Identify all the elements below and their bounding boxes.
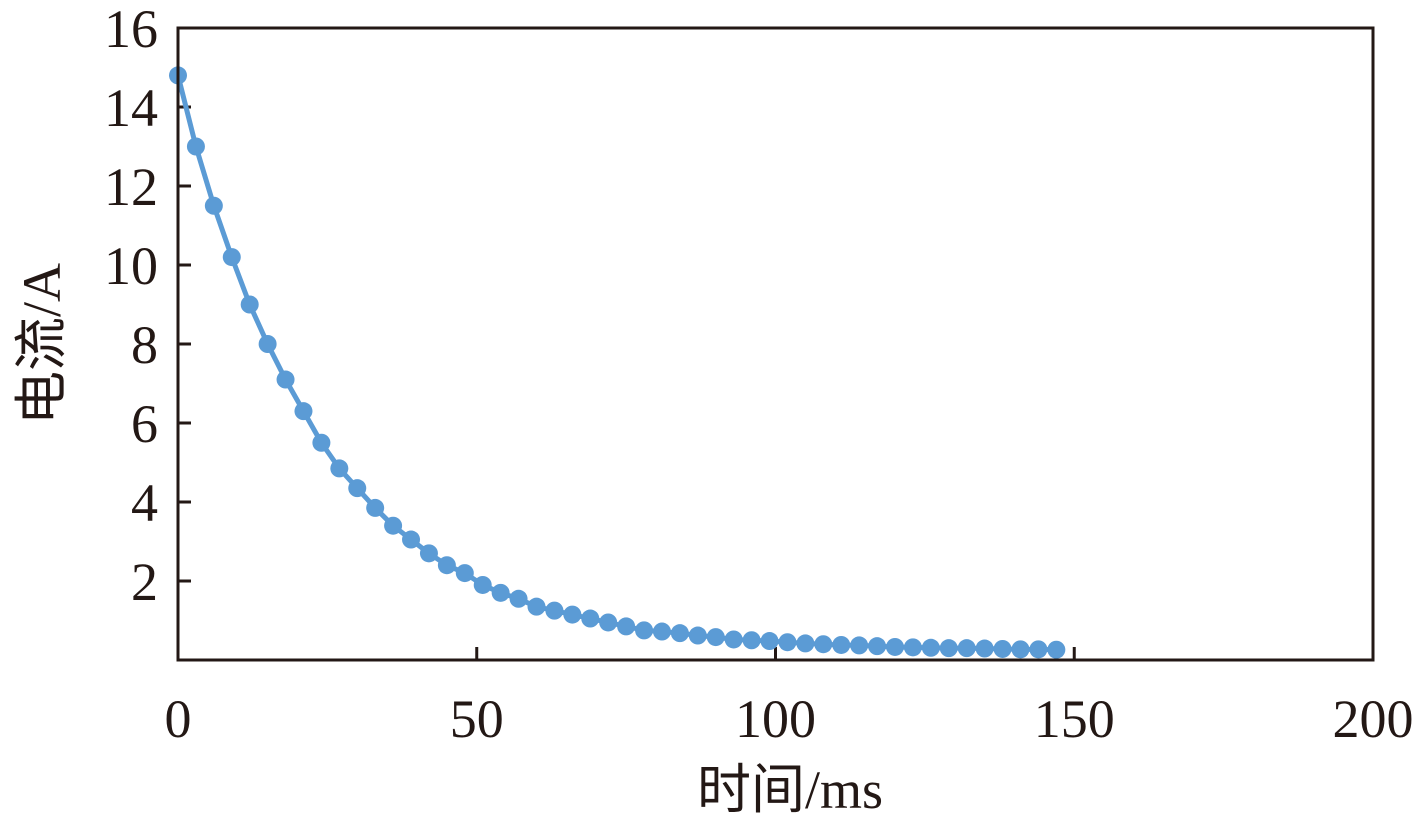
data-point (258, 335, 277, 353)
y-tick-label: 2 (131, 552, 158, 612)
data-point (760, 632, 779, 651)
data-point (850, 636, 869, 655)
data-point (527, 597, 546, 616)
data-point (222, 248, 241, 267)
y-tick-label: 4 (131, 473, 158, 533)
data-point (455, 564, 474, 583)
data-point (312, 433, 331, 452)
data-point (814, 635, 833, 654)
data-point (939, 639, 958, 658)
series-layer (169, 66, 1066, 659)
data-point (724, 630, 743, 649)
data-point (384, 516, 403, 535)
x-tick-label: 200 (1333, 689, 1414, 749)
data-point (921, 638, 940, 657)
x-axis-title: 时间/ms (697, 760, 883, 820)
data-point (868, 637, 887, 656)
data-point (778, 633, 797, 652)
y-tick-label: 8 (131, 315, 158, 375)
data-point (886, 637, 904, 656)
data-point (993, 639, 1012, 658)
plot-frame (176, 26, 1375, 662)
data-point (957, 639, 976, 658)
data-point (796, 634, 815, 653)
y-tick-label: 6 (131, 394, 158, 454)
data-point (599, 613, 618, 632)
ticks-layer (176, 26, 1375, 660)
data-point (1047, 640, 1066, 659)
data-point (688, 626, 707, 645)
data-point (402, 530, 421, 549)
data-point (419, 544, 438, 563)
data-point (617, 617, 636, 636)
data-point (437, 556, 456, 575)
data-point (1011, 640, 1030, 659)
data-point (204, 196, 223, 215)
data-point (294, 402, 313, 421)
data-point (366, 498, 385, 517)
data-point (1029, 640, 1048, 659)
y-tick-label: 16 (104, 0, 158, 59)
data-point (563, 605, 582, 624)
data-point (581, 609, 600, 628)
tick-labels-layer: 0 50 100 150 200 2 4 6 8 10 12 14 16 (104, 0, 1414, 749)
x-tick-label: 0 (165, 689, 192, 749)
data-point (975, 639, 994, 658)
x-tick-label: 50 (450, 689, 504, 749)
data-point (635, 621, 654, 640)
data-point (240, 295, 259, 314)
data-point (832, 635, 851, 654)
data-point (276, 370, 295, 389)
data-point (330, 459, 349, 478)
series-line (175, 74, 1057, 653)
y-tick-label: 14 (104, 78, 158, 138)
data-point (652, 622, 671, 641)
y-tick-label: 12 (104, 157, 158, 217)
data-point (491, 583, 510, 602)
data-point (348, 479, 367, 498)
data-point (186, 137, 205, 156)
y-axis-title: 电流/A (12, 263, 72, 425)
x-tick-label: 100 (735, 689, 816, 749)
data-point (670, 624, 689, 643)
y-tick-label: 10 (104, 236, 158, 296)
x-tick-label: 150 (1034, 689, 1115, 749)
data-point (903, 638, 922, 657)
data-point (742, 631, 761, 650)
data-point (473, 575, 492, 594)
data-point (545, 601, 564, 620)
data-point (509, 589, 528, 608)
data-point (706, 628, 725, 647)
